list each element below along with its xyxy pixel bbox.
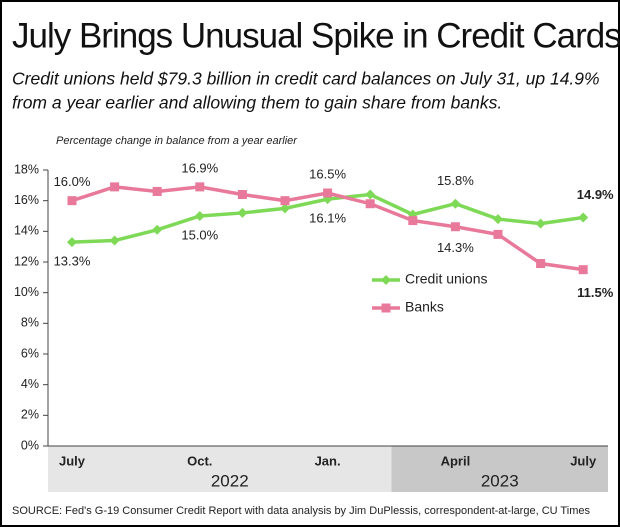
y-tick-label: 6% [21, 346, 39, 360]
point [152, 224, 163, 235]
subtitle-line-1: Credit unions held $79.3 billion in cred… [12, 69, 600, 89]
point [450, 222, 460, 232]
point [280, 196, 290, 206]
y-tick-label: 18% [14, 162, 39, 176]
x-tick-label: April [441, 453, 471, 468]
y-tick-label: 0% [21, 438, 39, 452]
point [152, 186, 162, 196]
y-tick-label: 8% [21, 316, 39, 330]
point [493, 214, 503, 225]
year-band [48, 446, 392, 492]
value-label: 16.9% [181, 160, 218, 175]
point [578, 265, 588, 275]
value-label: 14.3% [437, 240, 474, 255]
value-label: 14.9% [577, 187, 614, 202]
y-tick-label: 16% [14, 193, 39, 207]
value-label: 13.3% [54, 254, 91, 269]
y-tick-label: 10% [14, 285, 39, 299]
x-tick-label: July [59, 453, 86, 468]
legend-label: Banks [405, 299, 444, 315]
value-label: 16.1% [309, 211, 346, 226]
value-label: 15.8% [437, 173, 474, 188]
point [280, 203, 290, 214]
value-label: 16.0% [54, 174, 91, 189]
legend-marker [381, 275, 391, 285]
point [237, 190, 247, 200]
point [535, 218, 546, 229]
year-label: 2022 [211, 471, 249, 490]
source: SOURCE: Fed's G-19 Consumer Credit Repor… [12, 505, 590, 517]
year-band [391, 446, 608, 492]
point [493, 229, 503, 239]
point [365, 189, 376, 200]
point [365, 199, 375, 209]
x-tick-label: Jan. [315, 453, 341, 468]
point [450, 198, 461, 209]
point [408, 216, 418, 226]
point [578, 212, 589, 223]
point [323, 188, 333, 198]
y-tick-label: 14% [14, 224, 39, 238]
point [194, 211, 205, 221]
value-label: 15.0% [181, 227, 218, 242]
point [195, 182, 205, 192]
y-tick-label: 12% [14, 254, 39, 268]
point [237, 207, 248, 218]
y-axis-label: Percentage change in balance from a year… [56, 135, 298, 147]
y-tick-label: 2% [21, 408, 39, 422]
legend-label: Credit unions [405, 271, 488, 287]
point [109, 235, 120, 246]
point [536, 259, 546, 269]
value-label: 11.5% [577, 285, 614, 300]
legend-marker [381, 303, 391, 313]
point [67, 196, 77, 206]
x-tick-label: July [570, 453, 597, 468]
value-label: 16.5% [309, 166, 346, 181]
point [110, 182, 120, 192]
x-tick-label: Oct. [187, 453, 212, 468]
subtitle-line-2: from a year earlier and allowing them to… [12, 93, 502, 113]
y-tick-label: 4% [21, 377, 39, 391]
point [67, 237, 77, 248]
chart-title: July Brings Unusual Spike in Credit Card… [12, 16, 620, 55]
year-label: 2023 [481, 471, 519, 490]
